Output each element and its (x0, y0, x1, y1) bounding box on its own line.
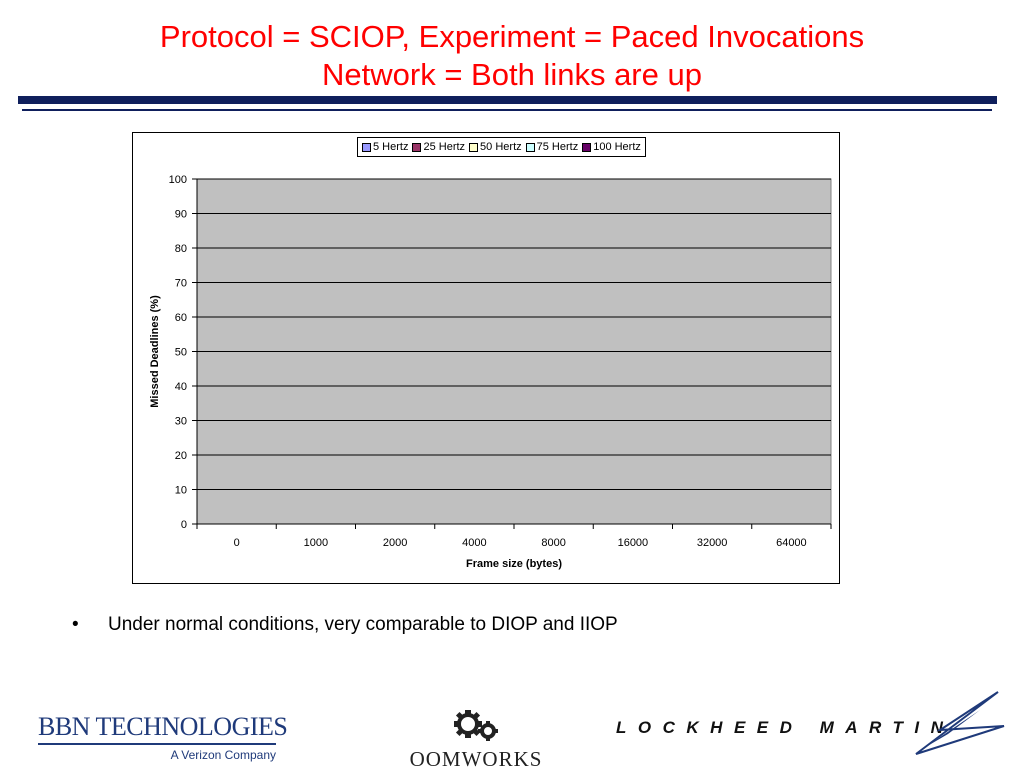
y-tick-label: 20 (175, 450, 187, 462)
legend-swatch (525, 142, 535, 152)
slide-title: Protocol = SCIOP, Experiment = Paced Inv… (0, 18, 1024, 94)
x-tick-label: 1000 (304, 537, 328, 549)
x-axis-label: Frame size (bytes) (466, 558, 562, 570)
title-line-2: Network = Both links are up (322, 57, 702, 92)
legend-label: 25 Hertz (423, 141, 466, 153)
legend-swatch (362, 142, 371, 152)
legend-label: 5 Hertz (373, 141, 409, 153)
bullet-text: Under normal conditions, very comparable… (108, 614, 618, 635)
y-tick-label: 90 (175, 209, 187, 221)
legend-item: 100 Hertz (582, 141, 641, 153)
legend-item: 5 Hertz (362, 141, 408, 153)
y-tick-label: 80 (175, 243, 187, 255)
legend-label: 100 Hertz (593, 141, 641, 153)
oomworks-logo-text: OOMWORKS (409, 747, 543, 771)
x-tick-label: 0 (234, 537, 240, 549)
bbn-logo: BBN TECHNOLOGIES A Verizon Company (38, 712, 288, 762)
y-tick-label: 50 (175, 347, 187, 359)
x-tick-label: 2000 (383, 537, 407, 549)
y-tick-label: 0 (181, 519, 187, 531)
legend-label: 50 Hertz (480, 141, 522, 153)
x-tick-label: 8000 (541, 537, 565, 549)
lockheed-star-icon (915, 691, 1005, 755)
oomworks-logo: OOMWORKS (404, 708, 548, 772)
legend-item: 75 Hertz (525, 141, 579, 153)
legend-item: 25 Hertz (412, 141, 465, 153)
y-tick-label: 100 (169, 174, 187, 186)
y-tick-label: 40 (175, 381, 187, 393)
bullet-marker: • (72, 614, 79, 635)
chart-legend: 5 Hertz 25 Hertz 50 Hertz 75 Hertz 100 Hertz (357, 137, 646, 157)
title-line-1: Protocol = SCIOP, Experiment = Paced Inv… (159, 19, 865, 54)
x-tick-label: 4000 (462, 537, 486, 549)
chart-frame: 0 10 20 30 40 50 60 70 80 90 100 0 1000 2000 4000 8000 1… (132, 132, 840, 584)
y-tick-label: 70 (175, 278, 187, 290)
x-tick-label: 32000 (697, 537, 728, 549)
x-tick-label: 64000 (776, 537, 807, 549)
legend-swatch (412, 142, 422, 152)
x-tick-label: 16000 (618, 537, 649, 549)
bbn-logo-rule (38, 743, 276, 745)
legend-swatch (582, 142, 592, 152)
legend-item: 50 Hertz (469, 141, 522, 153)
bbn-logo-text: BBN TECHNOLOGIES (38, 712, 288, 741)
y-tick-label: 60 (175, 312, 187, 324)
y-tick-label: 10 (175, 485, 187, 497)
legend-swatch (469, 142, 479, 152)
header-rule-thick (18, 96, 997, 104)
header-rule-thin (22, 109, 992, 111)
y-axis-label: Missed Deadlines (%) (149, 295, 161, 408)
lockheed-martin-logo: LOCKHEED MARTIN (610, 690, 1010, 760)
bbn-logo-subtitle: A Verizon Company (170, 748, 276, 762)
y-tick-label: 30 (175, 416, 187, 428)
lockheed-martin-logo-text: LOCKHEED MARTIN (616, 718, 955, 737)
gears-icon (454, 710, 498, 741)
legend-label: 75 Hertz (536, 141, 579, 153)
